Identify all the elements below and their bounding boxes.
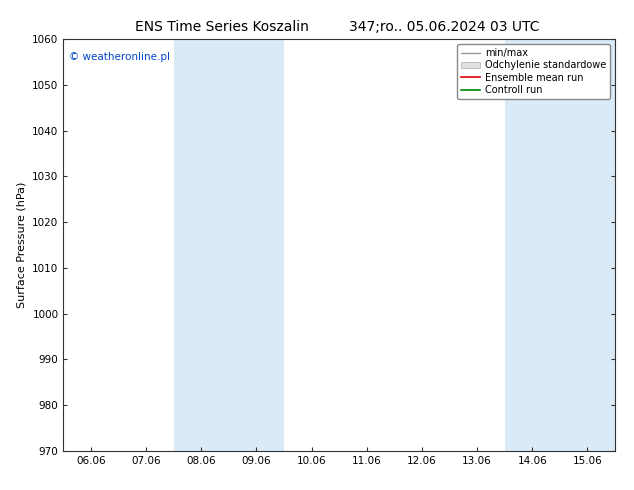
Text: ENS Time Series Koszalin: ENS Time Series Koszalin [135, 20, 309, 34]
Bar [505, 39, 615, 451]
Legend: min/max, Odchylenie standardowe, Ensemble mean run, Controll run: min/max, Odchylenie standardowe, Ensembl… [456, 44, 610, 99]
Text: 347;ro.. 05.06.2024 03 UTC: 347;ro.. 05.06.2024 03 UTC [349, 20, 539, 34]
Text: © weatheronline.pl: © weatheronline.pl [69, 51, 170, 62]
Y-axis label: Surface Pressure (hPa): Surface Pressure (hPa) [16, 182, 27, 308]
Bar [174, 39, 284, 451]
